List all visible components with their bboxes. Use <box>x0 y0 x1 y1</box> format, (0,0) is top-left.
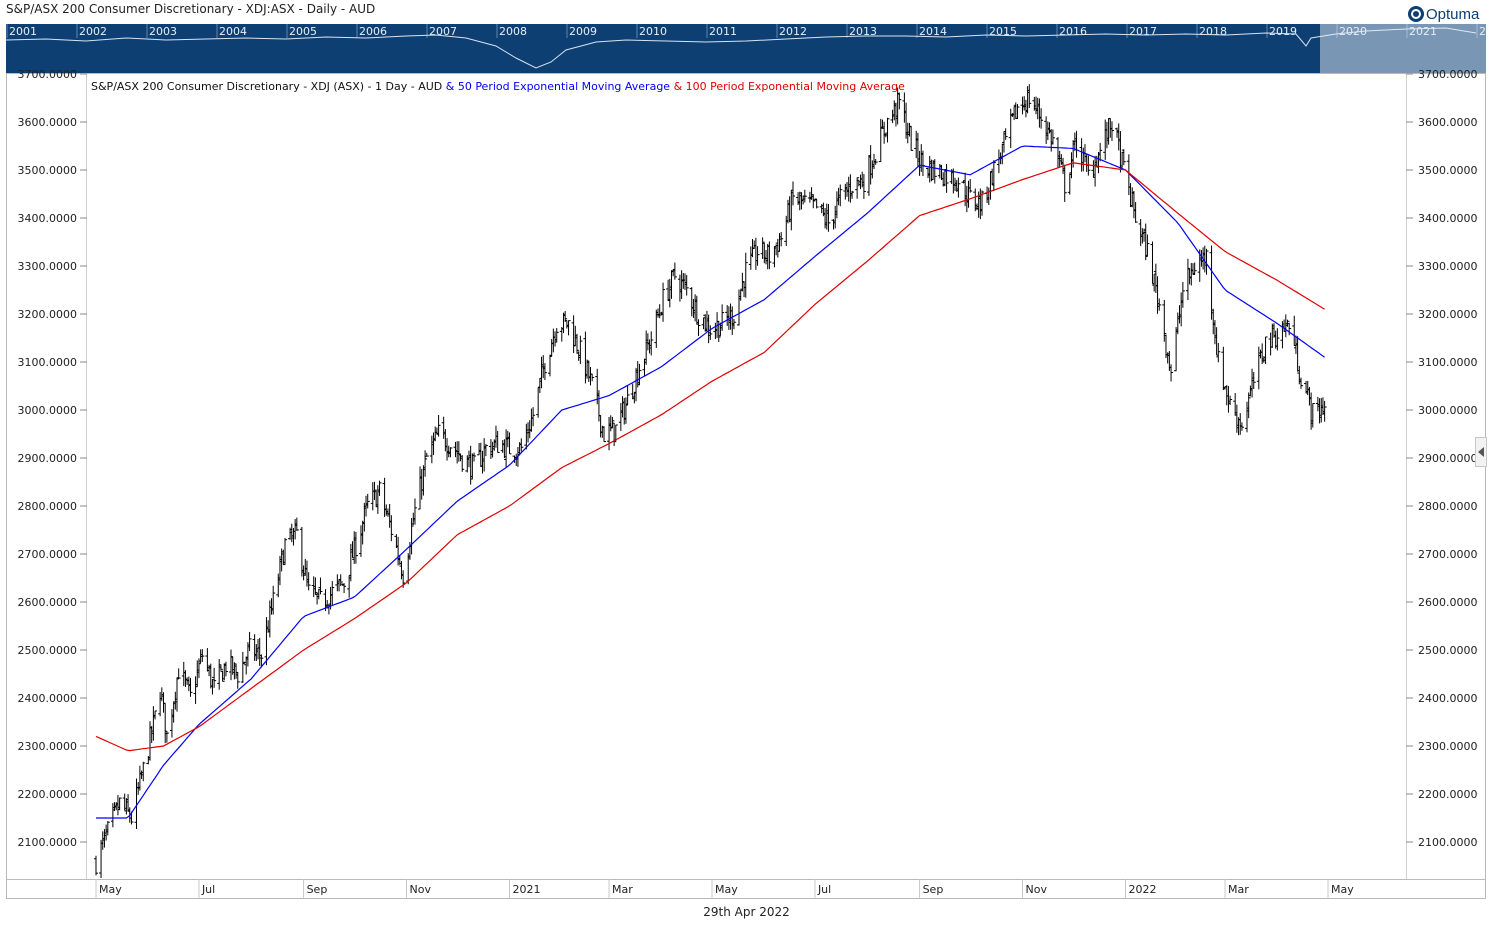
legend-base-series: S&P/ASX 200 Consumer Discretionary - XDJ… <box>91 80 443 93</box>
y-tick-label-left: 3200.0000 <box>18 308 78 321</box>
y-tick-label-left: 2200.0000 <box>18 788 78 801</box>
overview-year-label: 2006 <box>359 25 387 38</box>
overview-year-label: 2004 <box>219 25 247 38</box>
y-tick-label-right: 2100.0000 <box>1418 836 1478 849</box>
y-tick-label-right: 2300.0000 <box>1418 740 1478 753</box>
y-tick-label-right: 3100.0000 <box>1418 356 1478 369</box>
chevron-left-icon <box>1478 447 1484 457</box>
y-tick-label-left: 3400.0000 <box>18 212 78 225</box>
x-tick-label: May <box>715 883 738 896</box>
y-tick-label-left: 3600.0000 <box>18 116 78 129</box>
y-tick-label-right: 3000.0000 <box>1418 404 1478 417</box>
ema50-line <box>96 145 1325 819</box>
overview-year-label: 2005 <box>289 25 317 38</box>
y-tick-label-left: 2800.0000 <box>18 500 78 513</box>
x-tick-label: Nov <box>1026 883 1048 896</box>
y-tick-label-left: 2700.0000 <box>18 548 78 561</box>
x-tick-label: May <box>99 883 122 896</box>
y-tick-label-right: 2900.0000 <box>1418 452 1478 465</box>
overview-visible-range-window[interactable] <box>1320 24 1486 73</box>
y-tick-label-right: 2400.0000 <box>1418 692 1478 705</box>
y-tick-label-right: 3700.0000 <box>1418 68 1478 81</box>
chart-legend: S&P/ASX 200 Consumer Discretionary - XDJ… <box>91 80 905 93</box>
overview-year-label: 2013 <box>849 25 877 38</box>
x-tick-label: Jul <box>817 883 831 896</box>
y-tick-label-right: 3400.0000 <box>1418 212 1478 225</box>
y-tick-label-right: 2800.0000 <box>1418 500 1478 513</box>
y-tick-label-left: 3700.0000 <box>18 68 78 81</box>
y-tick-label-right: 2500.0000 <box>1418 644 1478 657</box>
y-tick-label-left: 2100.0000 <box>18 836 78 849</box>
legend-ema100: & 100 Period Exponential Moving Average <box>673 80 905 93</box>
y-tick-label-left: 2300.0000 <box>18 740 78 753</box>
overview-year-label: 2001 <box>9 25 37 38</box>
optuma-logo-icon <box>1408 6 1424 22</box>
x-tick-label: Mar <box>1228 883 1249 896</box>
y-tick-label-left: 2500.0000 <box>18 644 78 657</box>
y-tick-label-left: 2400.0000 <box>18 692 78 705</box>
overview-year-label: 2008 <box>499 25 527 38</box>
y-tick-label-left: 2600.0000 <box>18 596 78 609</box>
price-bars <box>94 84 1327 878</box>
x-tick-label: Nov <box>410 883 432 896</box>
current-date-caption: 29th Apr 2022 <box>703 905 790 919</box>
window-title: S&P/ASX 200 Consumer Discretionary - XDJ… <box>6 2 376 16</box>
ema100-line <box>95 162 1325 752</box>
y-tick-label-right: 2700.0000 <box>1418 548 1478 561</box>
brand-name: Optuma <box>1426 5 1480 23</box>
overview-history-line <box>6 27 1477 69</box>
collapse-panel-button[interactable] <box>1475 437 1487 467</box>
chart-frame <box>6 73 1486 899</box>
overview-year-label: 2014 <box>919 25 947 38</box>
overview-year-label: 2012 <box>779 25 807 38</box>
x-tick-label: Sep <box>923 883 944 896</box>
overview-year-label: 2003 <box>149 25 177 38</box>
overview-year-label: 2010 <box>639 25 667 38</box>
overview-year-label: 2019 <box>1269 25 1297 38</box>
x-tick-label: 2022 <box>1128 883 1156 896</box>
overview-year-label: 2002 <box>79 25 107 38</box>
overview-navigator[interactable]: 2001 2002 2003 2004 2005 2006 2007 2008 2009 2010… <box>6 24 1486 73</box>
y-tick-label-left: 2900.0000 <box>18 452 78 465</box>
x-tick-label: May <box>1331 883 1354 896</box>
y-tick-label-right: 3200.0000 <box>1418 308 1478 321</box>
overview-year-label: 2009 <box>569 25 597 38</box>
y-tick-label-left: 3000.0000 <box>18 404 78 417</box>
x-tick-label: Sep <box>307 883 328 896</box>
legend-ema50: & 50 Period Exponential Moving Average <box>445 80 671 93</box>
y-tick-label-right: 2600.0000 <box>1418 596 1478 609</box>
y-tick-label-right: 3500.0000 <box>1418 164 1478 177</box>
x-tick-label: 2021 <box>512 883 540 896</box>
y-tick-label-left: 3100.0000 <box>18 356 78 369</box>
y-tick-label-right: 3600.0000 <box>1418 116 1478 129</box>
y-tick-label-right: 3300.0000 <box>1418 260 1478 273</box>
y-tick-label-right: 2200.0000 <box>1418 788 1478 801</box>
y-tick-label-left: 3500.0000 <box>18 164 78 177</box>
y-tick-label-left: 3300.0000 <box>18 260 78 273</box>
x-tick-label: Jul <box>201 883 215 896</box>
overview-year-label: 2011 <box>709 25 737 38</box>
brand-logo: Optuma <box>1408 4 1488 24</box>
x-tick-label: Mar <box>612 883 633 896</box>
plot-area <box>94 84 1327 878</box>
